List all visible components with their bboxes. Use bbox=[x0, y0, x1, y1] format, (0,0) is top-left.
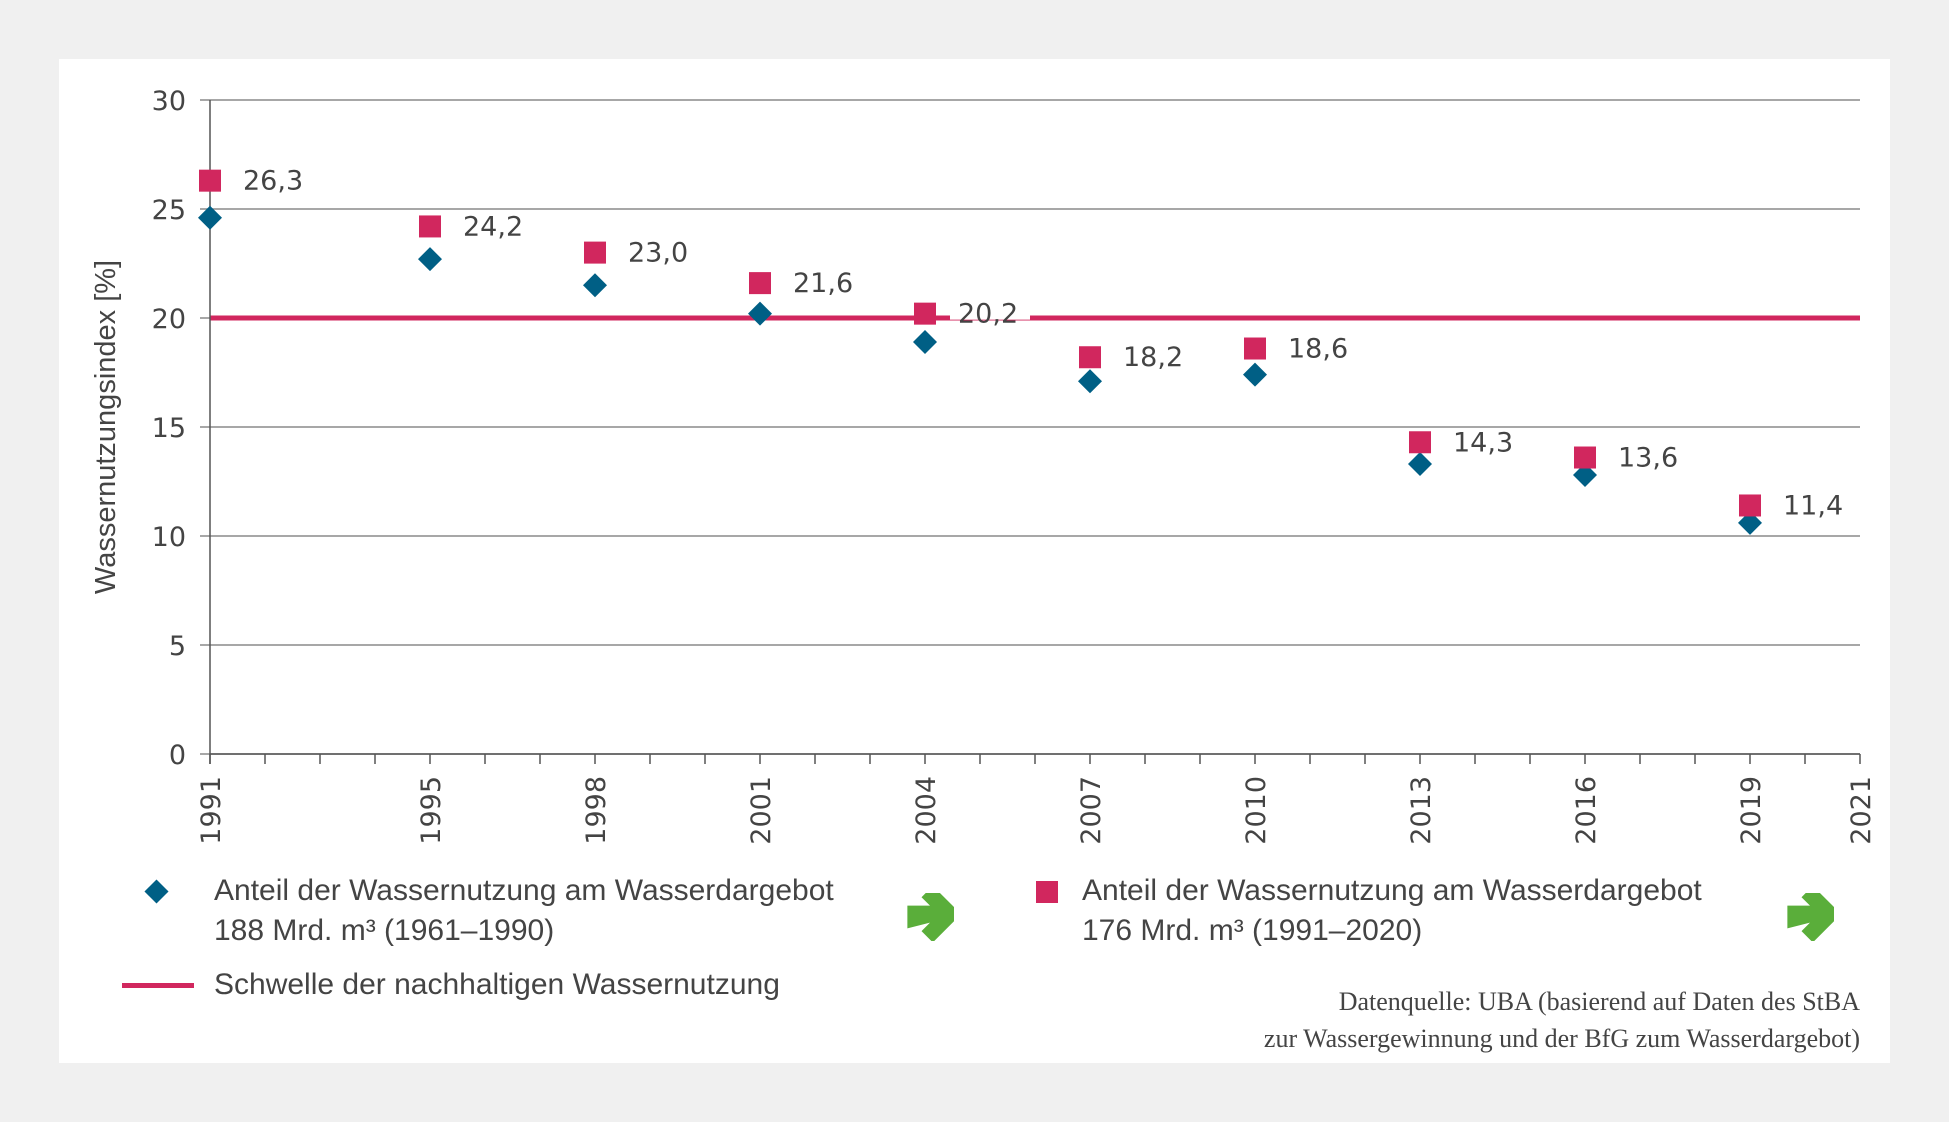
y-ticks: 0 5 10 15 20 25 30 bbox=[152, 86, 186, 771]
y-tick-label: 25 bbox=[152, 195, 186, 226]
data-point-square bbox=[584, 241, 606, 264]
data-point-square bbox=[1409, 431, 1431, 454]
legend-series2-line1: Anteil der Wassernutzung am Wasserdargeb… bbox=[1082, 874, 1702, 907]
legend-square-icon bbox=[1036, 881, 1058, 903]
axes bbox=[209, 100, 1860, 764]
y-tick-label: 30 bbox=[152, 86, 186, 117]
x-tick-label: 2010 bbox=[1241, 776, 1272, 845]
legend-series1-line1: Anteil der Wassernutzung am Wasserdargeb… bbox=[214, 874, 834, 907]
data-point-diamond bbox=[1738, 510, 1762, 535]
source-line-2: zur Wassergewinnung und der BfG zum Wass… bbox=[1263, 1024, 1860, 1053]
data-point-diamond bbox=[1408, 452, 1432, 477]
series-squares bbox=[199, 169, 1761, 517]
data-label: 14,3 bbox=[1453, 427, 1513, 458]
data-label: 21,6 bbox=[793, 268, 853, 299]
data-point-diamond bbox=[198, 205, 222, 230]
data-label-background bbox=[950, 307, 1030, 320]
data-point-diamond bbox=[913, 329, 937, 354]
gridlines bbox=[200, 99, 1860, 755]
data-point-square bbox=[199, 169, 221, 192]
y-tick-label: 0 bbox=[169, 740, 186, 771]
x-tick-label: 1998 bbox=[581, 776, 612, 845]
data-point-square bbox=[419, 215, 441, 238]
data-point-square bbox=[1574, 446, 1596, 469]
x-tick-label: 1991 bbox=[196, 776, 227, 845]
x-tick-label: 2016 bbox=[1571, 776, 1602, 845]
source-line-1: Datenquelle: UBA (basierend auf Daten de… bbox=[1338, 987, 1860, 1016]
data-point-diamond bbox=[1243, 362, 1267, 387]
data-label: 24,2 bbox=[463, 211, 523, 242]
data-label: 18,2 bbox=[1123, 342, 1183, 373]
data-point-square bbox=[1739, 494, 1761, 517]
trend-down-arrow-icon bbox=[1787, 893, 1834, 941]
x-tick-label: 2013 bbox=[1406, 776, 1437, 845]
data-point-diamond bbox=[748, 301, 772, 326]
y-axis-title: Wassernutzungsindex [%] bbox=[90, 260, 122, 594]
x-tick-label: 2021 bbox=[1846, 776, 1877, 845]
chart-panel: Wassernutzungsindex [%] 0 5 10 15 20 25 30 199… bbox=[59, 59, 1890, 1063]
data-point-diamond bbox=[583, 273, 607, 298]
data-labels: 26,3 24,2 23,0 21,6 20,2 18,2 18,6 14,3 13,6 11,4 bbox=[243, 166, 1843, 522]
source-note: Datenquelle: UBA (basierend auf Daten de… bbox=[1264, 983, 1860, 1057]
data-point-diamond bbox=[418, 247, 442, 272]
data-label: 11,4 bbox=[1783, 490, 1843, 521]
data-point-square bbox=[749, 272, 771, 295]
trend-down-arrow-icon bbox=[907, 893, 954, 941]
data-point-square bbox=[914, 302, 936, 325]
data-point-square bbox=[1244, 337, 1266, 360]
x-tick-label: 2007 bbox=[1076, 776, 1107, 845]
data-label: 13,6 bbox=[1618, 443, 1678, 474]
chart-svg: Wassernutzungsindex [%] 0 5 10 15 20 25 30 199… bbox=[90, 86, 1877, 845]
legend-series1-line2: 188 Mrd. m³ (1961–1990) bbox=[214, 914, 555, 947]
legend-threshold: Schwelle der nachhaltigen Wassernutzung bbox=[214, 968, 780, 1001]
y-tick-label: 10 bbox=[152, 522, 186, 553]
data-point-diamond bbox=[1573, 462, 1597, 487]
x-tick-label: 2001 bbox=[746, 776, 777, 845]
y-tick-label: 20 bbox=[152, 304, 186, 335]
data-label: 20,2 bbox=[958, 299, 1018, 330]
legend-series2-line2: 176 Mrd. m³ (1991–2020) bbox=[1082, 914, 1423, 947]
data-label: 26,3 bbox=[243, 166, 303, 197]
x-ticks: 1991 1995 1998 2001 2004 2007 2010 2013 2016 2019… bbox=[196, 754, 1877, 845]
x-tick-label: 1995 bbox=[416, 776, 447, 845]
x-tick-label: 2004 bbox=[911, 776, 942, 845]
x-tick-label: 2019 bbox=[1736, 776, 1767, 845]
series-diamonds bbox=[198, 205, 1762, 535]
data-point-square bbox=[1079, 346, 1101, 369]
data-label: 18,6 bbox=[1288, 334, 1348, 365]
legend-threshold-line-icon bbox=[122, 983, 194, 988]
y-tick-label: 5 bbox=[169, 631, 186, 662]
data-point-diamond bbox=[1078, 369, 1102, 394]
data-label: 23,0 bbox=[628, 238, 688, 269]
y-tick-label: 15 bbox=[152, 413, 186, 444]
